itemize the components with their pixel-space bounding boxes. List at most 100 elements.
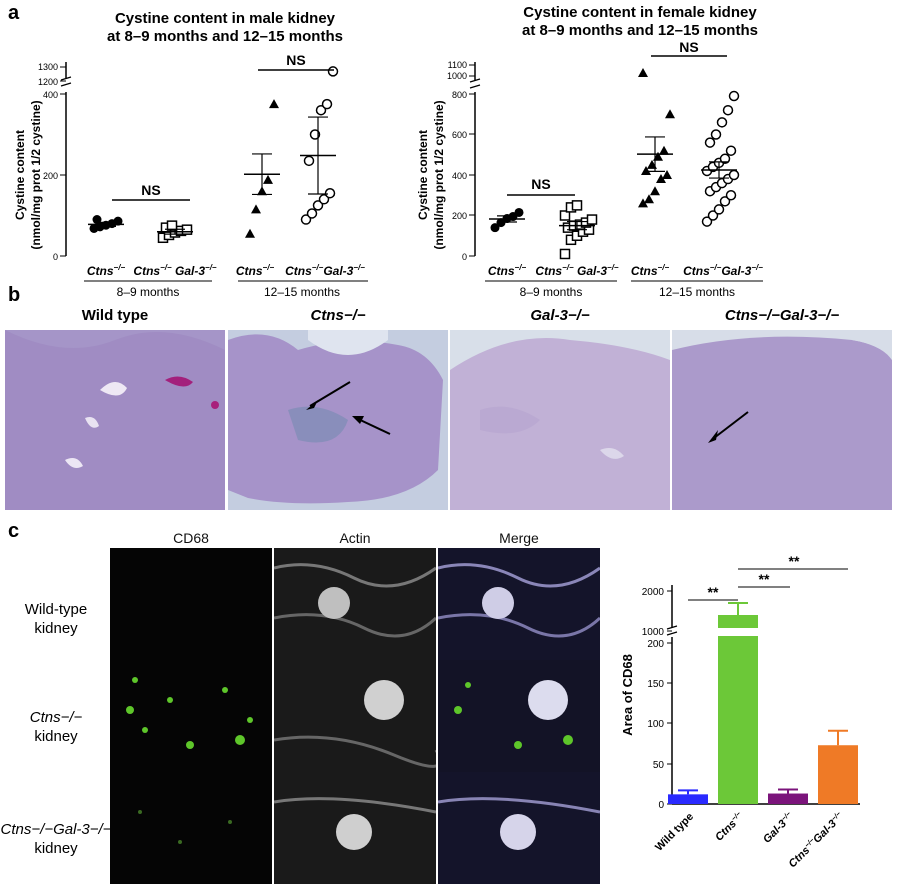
female-point-g3-17 [716,117,728,128]
cd68-ytick-1000: 1000 [642,627,665,638]
male-point-g3-7 [315,104,327,116]
immuno-row-wildtype-line2: kidney [34,620,78,637]
male-ytick-0: 0 [53,252,58,262]
cd68-xlabel-ctns: Ctns−/− [713,811,746,844]
histo-title-wildtype: Wild type [81,307,149,324]
cd68-bar-2 [768,793,808,804]
female-ns-1: NS [531,176,550,192]
female-xlabel-ctns-1: Ctns−/− [488,263,527,278]
cd68-ytick-50: 50 [653,760,665,771]
cd68-bar-0 [668,794,708,804]
male-point-g0-4 [113,216,123,226]
male-group-8-9: 8–9 months [117,285,180,299]
male-point-g3-0 [300,214,312,225]
cd68-xlabel-wildtype: Wild type [653,811,696,854]
female-point-g1-0 [559,248,571,260]
female-point-g3-1 [707,210,719,221]
male-ylabel-line1: Cystine content [13,130,27,220]
histo-title-gal3: Gal-3−/− [530,307,590,324]
female-title-line1: Cystine content in female kidney [523,4,757,21]
female-point-g3-0 [701,216,713,227]
female-ytick-200: 200 [452,211,467,221]
female-point-g2-3 [656,174,666,184]
immuno-wildtype-cd68 [110,548,272,660]
female-point-g2-0 [638,198,648,208]
histology-image-wildtype [5,330,225,510]
cd68-bar-3 [818,745,858,804]
cd68-ytick-2000: 2000 [642,587,665,598]
female-ylabel-line2: (nmol/mg prot 1/2 cystine) [432,100,446,249]
male-chart-title: Cystine content in male kidney at 8–9 mo… [60,10,390,46]
male-point-g1-6 [166,220,178,231]
female-point-g1-9 [586,214,598,225]
histology-image-double [672,330,892,510]
female-point-g2-1 [644,194,654,204]
female-ytick-0: 0 [462,252,467,262]
male-ns-2: NS [286,52,305,68]
female-point-g3-14 [725,145,737,156]
female-ytick-1000: 1000 [447,71,467,81]
female-ns-2: NS [679,40,698,55]
histo-title-ctns: Ctns−/− [310,307,366,324]
cd68-xlabel-gal3: Gal-3−/− [761,811,796,846]
male-title-line2: at 8–9 months and 12–15 months [107,28,343,45]
cd68-sig-1: ** [708,584,719,600]
immuno-double-actin [274,772,436,884]
cd68-bar-1 [718,615,758,804]
cd68-ytick-100: 100 [647,719,664,730]
female-ytick-1100: 1100 [448,60,467,70]
male-point-g2-1 [251,204,261,214]
immuno-row-ctns-line1: Ctns−/− [29,709,83,726]
immuno-double-merge [438,772,600,884]
female-y-axis: 1100 1000 800 600 400 200 0 [447,60,481,262]
male-ytick-400: 400 [43,90,58,100]
female-point-g2-9 [665,109,675,119]
cd68-ytick-200: 200 [647,639,664,650]
panel-label-b: b [8,284,21,306]
immuno-col-actin: Actin [339,530,371,546]
female-point-g3-18 [722,104,734,116]
male-ylabel-line2: (nmol/mg prot 1/2 cystine) [29,100,43,249]
immuno-col-cd68: CD68 [173,530,209,546]
immuno-row-label-double: Ctns−/−Gal-3−/− kidney [0,820,112,858]
cd68-y-axis: 2000 1000 200 150 100 50 0 [642,585,678,811]
immuno-ctns-cd68 [110,660,272,772]
male-point-g2-3 [263,174,273,184]
histo-title-double: Ctns−/−Gal-3−/− [724,307,840,324]
male-point-g3-1 [306,208,318,219]
male-ytick-1300: 1300 [38,62,58,72]
female-chart-title: Cystine content in female kidney at 8–9 … [470,4,810,40]
immuno-row-label-wildtype: Wild-type kidney [0,600,112,638]
female-point-g3-2 [713,204,725,215]
female-point-g2-2 [650,186,660,196]
female-point-g2-5 [641,165,651,175]
male-point-g3-6 [309,129,321,140]
immuno-double-cd68 [110,772,272,884]
female-point-g3-13 [719,153,731,165]
immuno-row-label-ctns: Ctns−/− kidney [0,708,112,746]
male-point-g2-4 [269,99,279,109]
immuno-ctns-actin [274,660,436,772]
cd68-ytick-150: 150 [647,679,664,690]
immuno-row-ctns-line2: kidney [34,728,78,745]
female-group-8-9: 8–9 months [520,285,583,299]
cd68-ytick-0: 0 [658,800,664,811]
immuno-row-wildtype-line1: Wild-type [24,601,88,618]
female-point-g2-4 [662,170,672,179]
female-ylabel-line1: Cystine content [416,130,430,220]
male-group-12-15: 12–15 months [264,285,340,299]
female-ytick-600: 600 [452,130,467,140]
male-cystine-chart: 1300 1200 400 200 0 Cystine content (nmo… [13,52,368,299]
male-point-g3-8 [321,98,333,110]
cd68-ylabel: Area of CD68 [620,654,635,736]
female-title-line2: at 8–9 months and 12–15 months [522,22,758,39]
male-point-g3-5 [303,155,315,167]
female-xlabel-double-1: Ctns−/− Gal-3−/− [535,263,619,278]
cd68-bar-chart: 2000 1000 200 150 100 50 0 Area of CD68 … [620,553,860,870]
cd68-axis-break-gap [714,628,764,636]
male-ns-1: NS [141,182,160,198]
female-point-g2-8 [659,145,669,155]
female-point-g3-3 [719,196,731,207]
panel-label-c: c [8,520,20,542]
female-cystine-chart: 1100 1000 800 600 400 200 0 Cystine cont… [416,40,763,299]
